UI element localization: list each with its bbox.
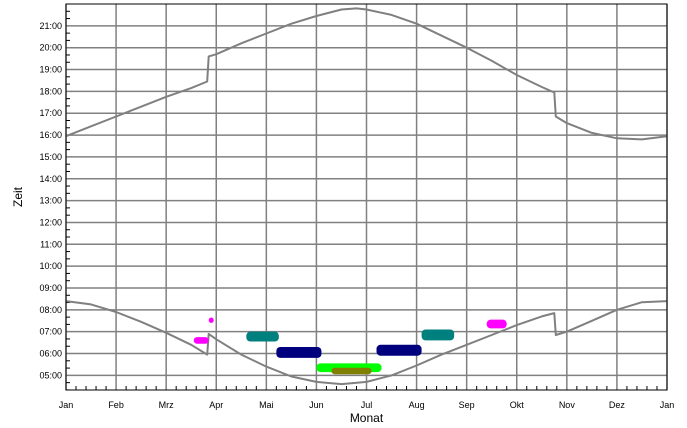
- y-tick-label: 21:00: [39, 21, 62, 31]
- x-tick-label: Jun: [309, 400, 324, 410]
- event-marker: [421, 329, 455, 341]
- y-tick-label: 17:00: [39, 108, 62, 118]
- event-marker: [193, 337, 209, 344]
- y-axis-title: Zeit: [11, 186, 25, 207]
- event-marker: [376, 344, 422, 356]
- y-tick-label: 20:00: [39, 43, 62, 53]
- x-axis-title: Monat: [350, 411, 384, 425]
- x-tick-label: Mai: [259, 400, 274, 410]
- x-tick-label: Feb: [108, 400, 124, 410]
- series-lines: [65, 7, 668, 386]
- y-tick-label: 07:00: [39, 327, 62, 337]
- x-tick-label: Okt: [510, 400, 525, 410]
- event-marker: [208, 317, 214, 323]
- y-tick-label: 05:00: [39, 370, 62, 380]
- x-tick-label: Sep: [459, 400, 475, 410]
- x-tick-label: Aug: [409, 400, 425, 410]
- y-tick-label: 16:00: [39, 130, 62, 140]
- plot-frame: [65, 3, 668, 391]
- y-tick-label: 19:00: [39, 65, 62, 75]
- y-tick-label: 10:00: [39, 261, 62, 271]
- y-tick-label: 11:00: [40, 239, 62, 249]
- y-tick-label: 14:00: [39, 174, 62, 184]
- y-tick-label: 18:00: [39, 86, 62, 96]
- x-tick-label: Dez: [609, 400, 626, 410]
- event-marker: [246, 331, 279, 342]
- x-tick-label: Jul: [361, 400, 373, 410]
- event-marker: [331, 367, 372, 375]
- x-tick-label: Mrz: [159, 400, 174, 410]
- y-tick-label: 08:00: [39, 305, 62, 315]
- sunrise-line: [65, 300, 668, 386]
- y-tick-label: 15:00: [39, 152, 62, 162]
- y-tick-label: 09:00: [39, 283, 62, 293]
- sunset-line: [65, 7, 668, 141]
- event-marker: [276, 346, 322, 358]
- event-marker: [486, 319, 507, 329]
- x-tick-label: Apr: [209, 400, 223, 410]
- y-tick-label: 13:00: [39, 196, 62, 206]
- x-tick-labels: Jan Feb Mrz Apr Mai Jun Jul Aug Sep Okt Nov Dez Jan: [59, 400, 675, 410]
- y-tick-label: 06:00: [39, 349, 62, 359]
- x-tick-label: Jan: [660, 400, 675, 410]
- y-tick-labels: 05:00 06:00 07:00 08:00 09:00 10:00 11:00 12:00…: [39, 21, 62, 381]
- y-tick-label: 12:00: [39, 217, 62, 227]
- x-tick-label: Jan: [59, 400, 74, 410]
- x-tick-label: Nov: [559, 400, 576, 410]
- grid: [65, 4, 668, 390]
- event-markers: [193, 317, 507, 375]
